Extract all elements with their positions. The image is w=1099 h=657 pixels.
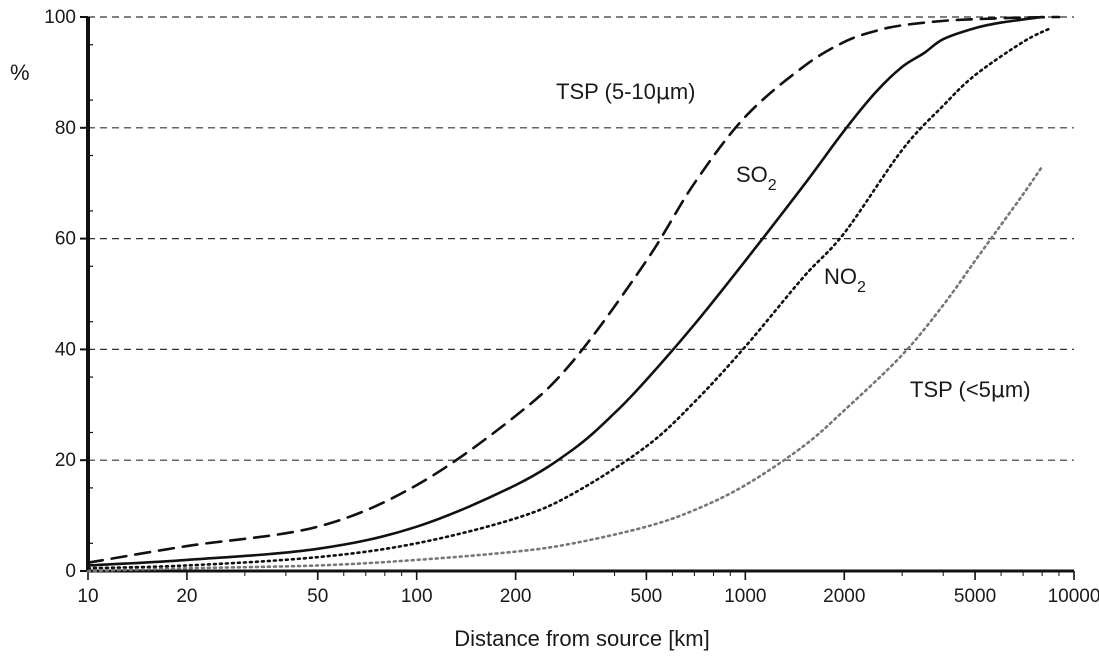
- y-axis-label: %: [10, 60, 30, 85]
- y-axis-ticks: 0 20 40 60 80 100: [44, 7, 93, 582]
- series-line: [86, 26, 1053, 570]
- x-tick-label: 1000: [724, 586, 766, 607]
- y-tick-label: 20: [55, 450, 76, 471]
- x-tick-label: 100: [401, 586, 433, 607]
- y-tick-label: 40: [55, 339, 76, 360]
- axes: [86, 17, 1074, 573]
- x-tick-label: 20: [176, 586, 197, 607]
- x-tick-label: 2000: [823, 586, 865, 607]
- x-axis-label: Distance from source [km]: [454, 626, 710, 651]
- series-label-no2: NO2: [824, 264, 866, 296]
- x-tick-label: 5000: [954, 586, 996, 607]
- x-axis-ticks: 10 20 50 100 200 500 1000 2000 5000 10000: [77, 571, 1099, 607]
- series-label-tsp-under-5: TSP (<5μm): [910, 377, 1031, 403]
- series-line: [86, 165, 1044, 573]
- series-label-tsp-5-10: TSP (5-10μm): [556, 79, 696, 105]
- x-tick-label: 500: [631, 586, 663, 607]
- y-tick-label: 100: [44, 7, 76, 28]
- series-label-so2: SO2: [736, 162, 777, 194]
- series-line: [86, 15, 1044, 567]
- y-tick-label: 80: [55, 118, 76, 139]
- y-tick-label: 0: [65, 561, 76, 582]
- x-tick-label: 200: [500, 586, 532, 607]
- series-line: [86, 15, 1061, 564]
- x-tick-label: 10000: [1048, 586, 1099, 607]
- y-tick-label: 60: [55, 229, 76, 250]
- x-tick-label: 50: [307, 586, 328, 607]
- x-tick-label: 10: [77, 586, 98, 607]
- series-lines: [86, 15, 1061, 573]
